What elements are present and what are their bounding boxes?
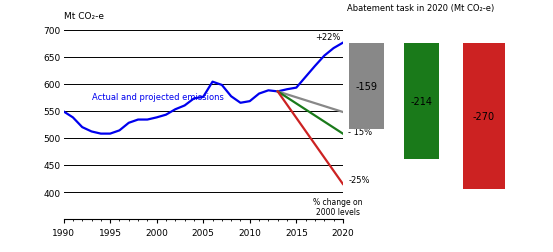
Text: -159: -159 [356,81,377,91]
Text: % change on
2000 levels: % change on 2000 levels [314,197,363,216]
Text: +22%: +22% [315,33,340,41]
Text: Mt CO₂-e: Mt CO₂-e [64,12,103,21]
Text: -214: -214 [411,96,432,106]
Text: Abatement task in 2020 (Mt CO₂-e): Abatement task in 2020 (Mt CO₂-e) [347,4,494,13]
Text: -270: -270 [473,111,495,121]
Text: Actual and projected emissions: Actual and projected emissions [92,92,223,102]
Text: - 15%: - 15% [348,128,373,136]
Bar [404,44,439,159]
Text: -25%: -25% [348,175,370,184]
Bar [463,44,505,189]
Bar [349,44,384,129]
Text: -5%: -5% [348,108,364,117]
